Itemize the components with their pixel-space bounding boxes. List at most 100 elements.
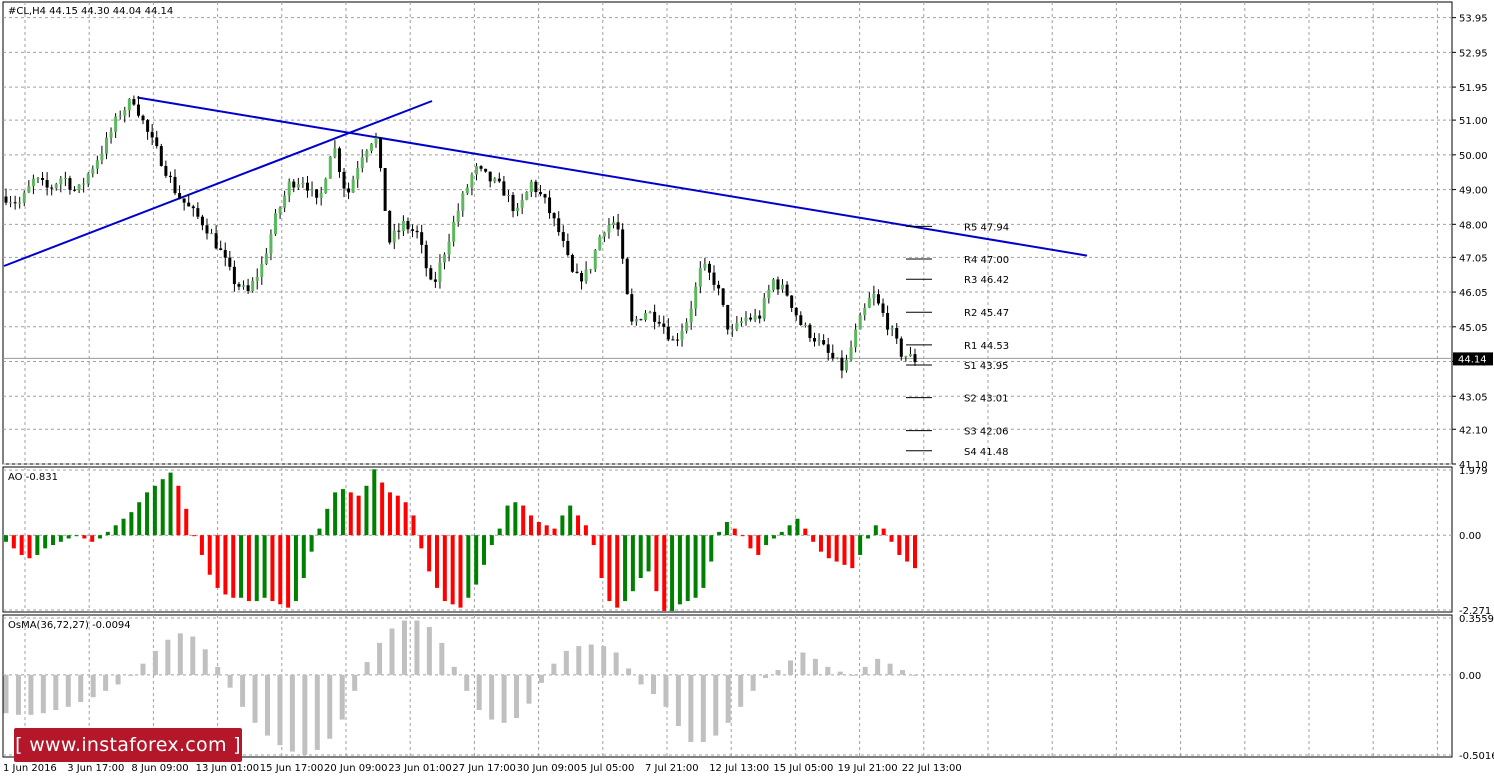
candle-body xyxy=(392,230,396,243)
ao-bar xyxy=(387,492,392,536)
candle-body xyxy=(648,311,652,314)
candle-body xyxy=(662,323,666,327)
candle-body xyxy=(886,313,890,330)
candle-body xyxy=(817,340,821,342)
candle-body xyxy=(502,181,506,196)
osma-header: OsMA(36,72,27) -0.0094 xyxy=(8,620,131,631)
osma-bar xyxy=(165,639,171,675)
y-tick-label: 43.05 xyxy=(1459,392,1488,403)
candle-body xyxy=(415,230,419,233)
osma-bar xyxy=(738,674,744,707)
osma-bar xyxy=(414,620,420,675)
osma-bar xyxy=(825,666,831,675)
x-tick-label: 5 Jul 05:00 xyxy=(581,763,635,774)
level-label: R1 44.53 xyxy=(964,341,1009,352)
candle-body xyxy=(292,181,296,188)
osma-bar xyxy=(800,652,806,675)
candle-body xyxy=(758,315,762,319)
candle-body xyxy=(653,311,657,322)
osma-bar xyxy=(451,666,457,675)
osma-bar xyxy=(638,674,644,685)
candle-body xyxy=(411,229,415,231)
osma-bar xyxy=(489,674,495,720)
x-tick-label: 19 Jul 21:00 xyxy=(838,763,898,774)
osma-bar xyxy=(115,674,121,685)
ao-bar xyxy=(113,525,118,536)
candle-body xyxy=(680,330,684,340)
candle-body xyxy=(808,324,812,339)
ao-y-tick-label: 0.00 xyxy=(1459,531,1481,542)
candle-body xyxy=(191,206,195,209)
candle-body xyxy=(607,225,611,233)
ao-bar xyxy=(865,535,870,539)
candle-body xyxy=(150,131,154,138)
ao-bar xyxy=(137,502,142,536)
candle-body xyxy=(63,178,67,180)
x-tick-label: 23 Jun 01:00 xyxy=(388,763,452,774)
osma-bar xyxy=(613,652,619,675)
candle-body xyxy=(82,183,86,185)
osma-bar xyxy=(339,674,345,720)
candle-body xyxy=(365,150,369,158)
ao-bar xyxy=(701,535,706,588)
osma-bar xyxy=(65,674,71,707)
candle-body xyxy=(123,110,127,116)
ao-y-tick-label: -2.271 xyxy=(1459,606,1491,617)
candle-body xyxy=(707,263,711,273)
candle-body xyxy=(858,315,862,330)
candle-body xyxy=(749,317,753,320)
candle-body xyxy=(525,191,529,200)
osma-bar xyxy=(501,674,507,723)
osma-bar xyxy=(763,674,769,679)
candle-body xyxy=(538,192,542,195)
candle-body xyxy=(826,344,830,353)
osma-bar xyxy=(850,674,856,676)
trendline-support xyxy=(3,100,433,267)
ao-bar xyxy=(638,535,643,579)
candle-body xyxy=(643,313,647,320)
candle-body xyxy=(337,148,341,172)
candle-body xyxy=(347,188,351,193)
y-tick-label: 51.00 xyxy=(1459,116,1488,127)
osma-bar xyxy=(675,674,681,726)
ao-bar xyxy=(474,535,479,585)
candle-body xyxy=(726,305,730,330)
level-label: R2 45.47 xyxy=(964,308,1009,319)
ao-bar xyxy=(403,502,408,536)
ao-bar xyxy=(90,535,95,542)
candle-body xyxy=(315,189,319,198)
candle-body xyxy=(790,295,794,308)
ao-bar xyxy=(905,535,910,562)
ao-bar xyxy=(372,469,377,536)
ao-bar xyxy=(818,535,823,552)
ao-bar xyxy=(411,515,416,536)
candle-body xyxy=(831,352,835,359)
ao-bar xyxy=(19,535,24,555)
x-tick-label: 15 Jun 17:00 xyxy=(260,763,324,774)
ao-bar xyxy=(544,525,549,536)
osma-bar xyxy=(240,674,246,707)
candle-body xyxy=(474,166,478,175)
ao-bar xyxy=(740,535,745,537)
candle-body xyxy=(447,241,451,255)
axis-labels: 1 Jun 2016 3 Jun 17:00 8 Jun 09:00 13 Jun 0… xyxy=(3,14,1494,774)
candle-body xyxy=(146,120,150,132)
ao-bar xyxy=(293,535,298,602)
candle-body xyxy=(452,221,456,242)
candle-body xyxy=(694,286,698,309)
osma-bar xyxy=(750,674,756,691)
candle-body xyxy=(872,294,876,299)
candle-body xyxy=(493,178,497,182)
candle-body xyxy=(237,284,241,287)
ao-bar xyxy=(615,535,620,608)
candle-body xyxy=(671,339,675,341)
candle-body xyxy=(100,153,104,161)
candle-body xyxy=(214,233,218,249)
price-header: #CL,H4 44.15 44.30 44.04 44.14 xyxy=(8,6,173,17)
candle-body xyxy=(762,297,766,319)
candle-body xyxy=(799,315,803,325)
candle-body xyxy=(534,181,538,193)
candle-body xyxy=(406,221,410,230)
osma-bar xyxy=(377,642,383,675)
osma-bar xyxy=(314,674,320,750)
